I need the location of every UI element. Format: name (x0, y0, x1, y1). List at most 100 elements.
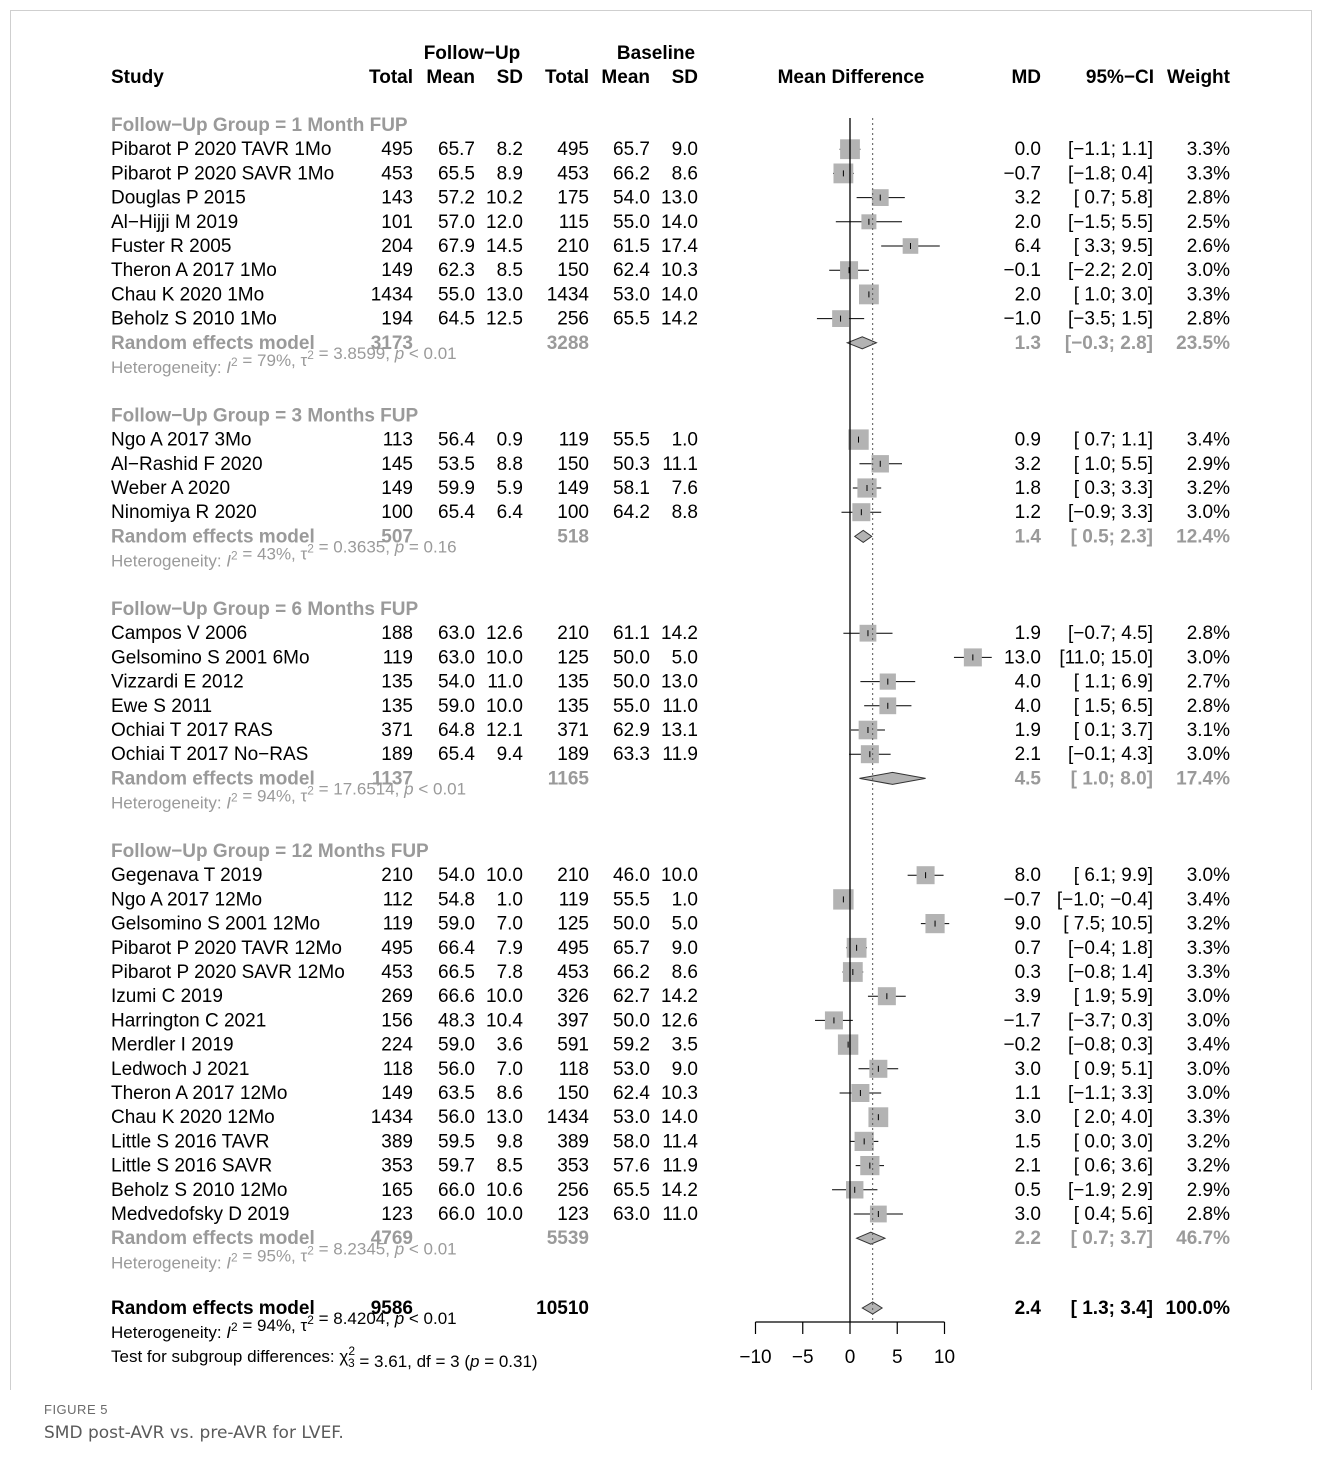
study-sd-bl: 11.4 (662, 1131, 698, 1152)
pooled-weight: 46.7% (1176, 1228, 1230, 1249)
study-total-bl: 353 (557, 1156, 589, 1177)
study-ci: [−0.1; 4.3] (1068, 744, 1153, 765)
study-sd-bl: 5.0 (672, 914, 698, 935)
study-mean-bl: 55.0 (613, 212, 650, 233)
study-label: Al−Rashid F 2020 (111, 454, 263, 475)
study-ci: [−0.8; 1.4] (1068, 962, 1153, 983)
pooled-label: Random effects model (111, 526, 315, 547)
study-sd-bl: 14.0 (661, 284, 698, 305)
study-ci: [ 0.7; 1.1] (1074, 430, 1153, 451)
study-sd-bl: 10.0 (661, 865, 698, 886)
study-mean-fu: 54.8 (438, 889, 475, 910)
study-label: Theron A 2017 12Mo (111, 1083, 287, 1104)
study-sd-fu: 13.0 (486, 284, 523, 305)
pooled-weight: 12.4% (1176, 526, 1230, 547)
study-total-bl: 389 (557, 1131, 589, 1152)
study-md: 3.9 (1015, 986, 1041, 1007)
study-total-fu: 188 (381, 623, 413, 644)
study-sd-bl: 11.9 (662, 744, 698, 765)
study-total-fu: 210 (381, 865, 413, 886)
study-label: Ngo A 2017 3Mo (111, 430, 252, 451)
study-md: 4.0 (1015, 696, 1041, 717)
study-weight: 3.2% (1187, 914, 1230, 935)
study-sd-bl: 7.6 (672, 478, 698, 499)
study-mean-fu: 66.6 (438, 986, 475, 1007)
x-tick-label: −10 (739, 1347, 771, 1368)
study-md: 1.9 (1015, 623, 1041, 644)
study-sd-bl: 14.0 (661, 1107, 698, 1128)
study-weight: 3.2% (1187, 478, 1230, 499)
subgroup-title: Follow−Up Group = 1 Month FUP (111, 115, 408, 136)
study-md: 0.5 (1015, 1180, 1041, 1201)
study-mean-fu: 54.0 (438, 672, 475, 693)
study-mean-bl: 55.0 (613, 696, 650, 717)
study-mean-bl: 64.2 (613, 502, 650, 523)
pooled-total-bl: 518 (557, 526, 589, 547)
study-sd-fu: 10.0 (486, 986, 523, 1007)
study-ci: [−0.4; 1.8] (1068, 938, 1153, 959)
study-total-bl: 119 (559, 889, 589, 910)
study-ci: [−1.1; 1.1] (1068, 139, 1153, 160)
study-mean-fu: 59.5 (438, 1131, 475, 1152)
study-total-bl: 175 (557, 188, 589, 209)
study-label: Pibarot P 2020 TAVR 1Mo (111, 139, 331, 160)
study-total-bl: 495 (557, 139, 589, 160)
study-total-fu: 123 (381, 1204, 413, 1225)
study-md: 3.2 (1015, 188, 1041, 209)
study-sd-bl: 5.0 (672, 647, 698, 668)
study-ci: [−1.0; −0.4] (1057, 889, 1153, 910)
study-md: 2.1 (1015, 744, 1041, 765)
study-total-fu: 224 (381, 1035, 413, 1056)
study-total-bl: 397 (557, 1010, 589, 1031)
study-total-bl: 210 (557, 623, 589, 644)
study-total-bl: 100 (557, 502, 589, 523)
pooled-ci: [ 0.5; 2.3] (1071, 526, 1153, 547)
study-total-fu: 269 (381, 986, 413, 1007)
study-weight: 2.9% (1187, 1180, 1230, 1201)
study-weight: 3.3% (1187, 163, 1230, 184)
study-total-fu: 495 (381, 938, 413, 959)
study-label: Izumi C 2019 (111, 986, 223, 1007)
pooled-md: 2.2 (1015, 1228, 1041, 1249)
study-label: Gegenava T 2019 (111, 865, 262, 886)
study-ci: [ 0.0; 3.0] (1074, 1131, 1153, 1152)
study-mean-bl: 50.0 (613, 672, 650, 693)
study-mean-fu: 65.4 (438, 502, 475, 523)
header-baseline: Baseline (617, 43, 695, 64)
study-mean-bl: 65.5 (613, 1180, 650, 1201)
x-tick-label: 5 (892, 1347, 903, 1368)
study-md: 1.5 (1015, 1131, 1041, 1152)
study-mean-fu: 65.4 (438, 744, 475, 765)
study-ci: [ 6.1; 9.9] (1074, 865, 1153, 886)
study-mean-fu: 62.3 (438, 260, 475, 281)
study-ci: [−2.2; 2.0] (1068, 260, 1153, 281)
study-ci: [ 0.7; 5.8] (1074, 188, 1153, 209)
study-sd-bl: 14.0 (661, 212, 698, 233)
study-weight: 2.8% (1187, 696, 1230, 717)
study-total-fu: 149 (381, 260, 413, 281)
study-mean-fu: 67.9 (438, 236, 475, 257)
study-total-bl: 123 (557, 1204, 589, 1225)
study-weight: 2.8% (1187, 623, 1230, 644)
study-total-fu: 149 (381, 1083, 413, 1104)
study-md: −1.0 (1003, 309, 1041, 330)
study-mean-bl: 46.0 (613, 865, 650, 886)
study-total-bl: 189 (557, 744, 589, 765)
study-mean-fu: 65.7 (438, 139, 475, 160)
study-ci: [ 1.1; 6.9] (1074, 672, 1153, 693)
study-total-fu: 495 (381, 139, 413, 160)
study-sd-bl: 9.0 (672, 1059, 698, 1080)
study-sd-bl: 11.0 (662, 696, 698, 717)
study-mean-bl: 55.5 (613, 430, 650, 451)
study-md: −1.7 (1003, 1010, 1041, 1031)
header-effect: Mean Difference (778, 67, 925, 88)
study-sd-bl: 14.2 (661, 309, 698, 330)
study-ci: [−0.7; 4.5] (1068, 623, 1153, 644)
study-sd-bl: 14.2 (661, 1180, 698, 1201)
study-total-bl: 210 (557, 236, 589, 257)
study-md: 8.0 (1015, 865, 1041, 886)
study-md: 1.8 (1015, 478, 1041, 499)
study-label: Ninomiya R 2020 (111, 502, 257, 523)
header-ci: 95%−CI (1086, 67, 1154, 88)
study-weight: 3.0% (1187, 502, 1230, 523)
